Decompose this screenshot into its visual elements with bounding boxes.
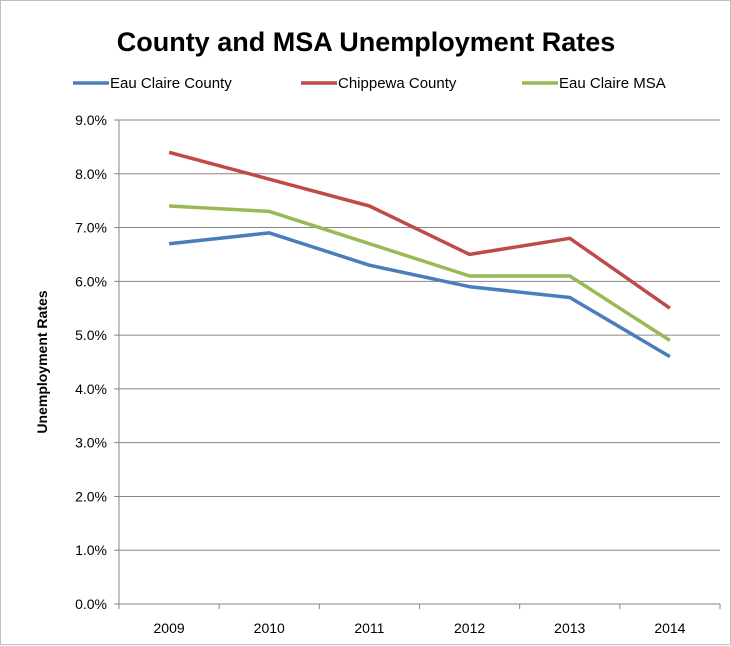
gridlines bbox=[114, 119, 720, 605]
series-line-chippewa-county bbox=[168, 150, 671, 310]
y-tick-label: 1.0% bbox=[75, 542, 107, 558]
series-line-eau-claire-msa bbox=[169, 204, 671, 342]
y-tick-label: 7.0% bbox=[75, 220, 107, 236]
x-tick-label: 2012 bbox=[454, 620, 485, 636]
y-tick-label: 3.0% bbox=[75, 435, 107, 451]
legend-label: Eau Claire County bbox=[110, 75, 232, 92]
x-tick-label: 2014 bbox=[654, 620, 685, 636]
y-tick-label: 5.0% bbox=[75, 327, 107, 343]
axes bbox=[118, 120, 721, 609]
x-tick-label: 2013 bbox=[554, 620, 585, 636]
legend-label: Eau Claire MSA bbox=[559, 75, 666, 92]
y-tick-label: 8.0% bbox=[75, 166, 107, 182]
x-tick-label: 2011 bbox=[354, 620, 384, 636]
y-tick-label: 4.0% bbox=[75, 381, 107, 397]
series-lines bbox=[168, 150, 671, 359]
series-line-eau-claire-county bbox=[168, 231, 671, 359]
y-tick-label: 2.0% bbox=[75, 488, 107, 504]
legend-label: Chippewa County bbox=[338, 75, 457, 92]
legend: Eau Claire County Chippewa County Eau Clai… bbox=[73, 75, 666, 92]
y-tick-label: 9.0% bbox=[75, 112, 107, 128]
chart-title: County and MSA Unemployment Rates bbox=[117, 27, 616, 57]
y-tick-label: 0.0% bbox=[75, 596, 107, 612]
x-tick-label: 2009 bbox=[154, 620, 185, 636]
y-tick-label: 6.0% bbox=[75, 273, 107, 289]
y-tick-labels: 0.0% 1.0% 2.0% 3.0% 4.0% 5.0% 6.0% 7.0% 8.0% 9.0% bbox=[75, 112, 107, 612]
x-tick-labels: 2009 2010 2011 2012 2013 2014 bbox=[154, 620, 686, 636]
x-tick-label: 2010 bbox=[254, 620, 285, 636]
y-axis-title: Unemployment Rates bbox=[34, 290, 50, 433]
